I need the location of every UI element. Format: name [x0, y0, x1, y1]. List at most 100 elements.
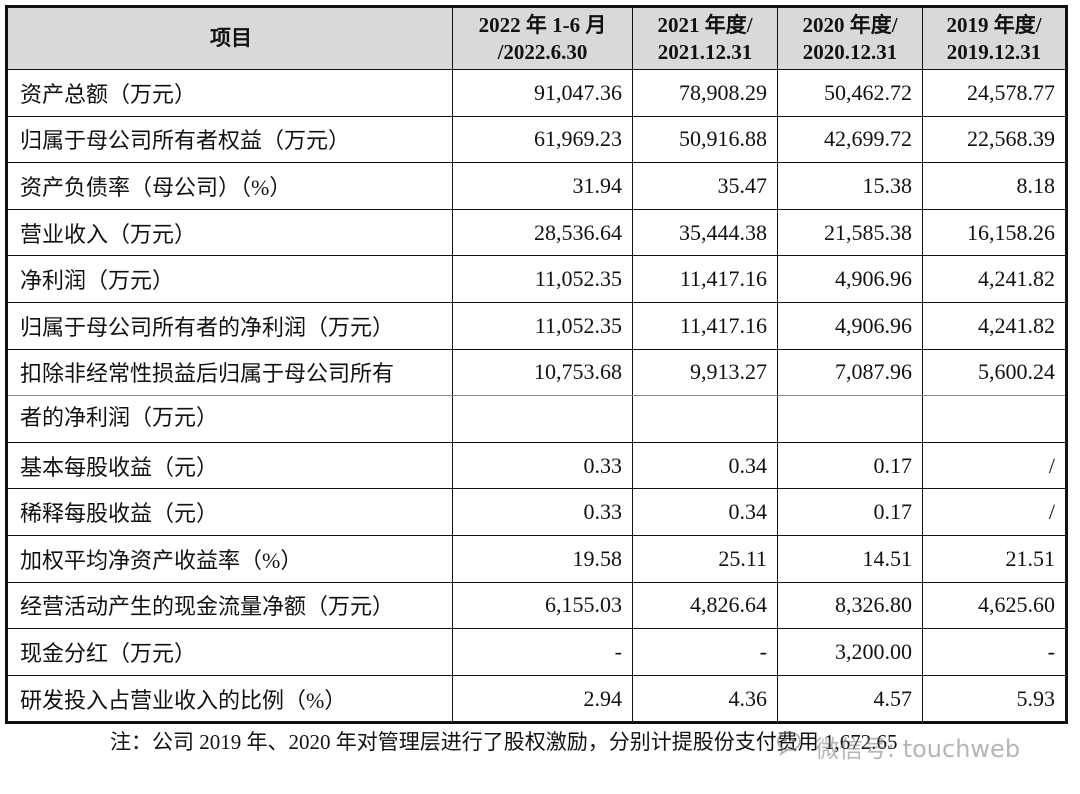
watermark-text: 微信号: touchweb	[815, 734, 1021, 763]
header-line2: 2020.12.31	[802, 39, 898, 64]
table-row: 净利润（万元） 11,052.35 11,417.16 4,906.96 4,2…	[8, 255, 1065, 302]
table-row: 归属于母公司所有者的净利润（万元） 11,052.35 11,417.16 4,…	[8, 301, 1065, 349]
cell-value: 3,200.00	[777, 629, 922, 675]
cell-value: 0.33	[452, 489, 632, 535]
table-row: 现金分红（万元） - - 3,200.00 -	[8, 628, 1065, 675]
row-label: 营业收入（万元）	[20, 221, 197, 247]
cell-value: /	[922, 489, 1065, 535]
row-label: 归属于母公司所有者权益（万元）	[20, 128, 351, 154]
cell-value: 0.34	[632, 442, 777, 489]
cell-value: 4.57	[777, 675, 922, 722]
header-line1: 2021 年度/	[657, 12, 753, 37]
empty-cell	[922, 396, 1065, 442]
cell-value: 42,699.72	[777, 116, 922, 163]
table-row: 研发投入占营业收入的比例（%） 2.94 4.36 4.57 5.93	[8, 674, 1065, 722]
cell-value: 19.58	[452, 535, 632, 582]
header-line1: 2019 年度/	[946, 12, 1042, 37]
cell-value: 11,052.35	[452, 302, 632, 349]
footnote: 注：公司 2019 年、2020 年对管理层进行了股权激励，分别计提股份支付费用…	[110, 730, 898, 754]
cell-value: 5,600.24	[922, 349, 1065, 396]
table-row: 稀释每股收益（元） 0.33 0.34 0.17 /	[8, 488, 1065, 535]
table-row: 加权平均净资产收益率（%） 19.58 25.11 14.51 21.51	[8, 534, 1065, 582]
wechat-icon	[775, 728, 809, 764]
cell-value: 21,585.38	[777, 209, 922, 256]
cell-value: 4,826.64	[632, 582, 777, 629]
table-row: 经营活动产生的现金流量净额（万元） 6,155.03 4,826.64 8,32…	[8, 581, 1065, 629]
row-label: 研发投入占营业收入的比例（%）	[20, 687, 347, 713]
cell-value: 91,047.36	[452, 70, 632, 116]
cell-value: 0.17	[777, 489, 922, 535]
cell-value: 8.18	[922, 163, 1065, 209]
cell-value: 78,908.29	[632, 70, 777, 116]
header-line1: 2020 年度/	[802, 12, 898, 37]
cell-value: -	[922, 629, 1065, 675]
cell-value: 50,916.88	[632, 116, 777, 163]
empty-cell	[632, 396, 777, 442]
header-col-2019: 2019 年度/2019.12.31	[922, 8, 1065, 69]
cell-value: 11,417.16	[632, 256, 777, 302]
row-label: 现金分红（万元）	[20, 640, 197, 666]
row-label-continuation: 者的净利润（万元）	[20, 405, 219, 431]
cell-value: 4,241.82	[922, 302, 1065, 349]
cell-value: 22,568.39	[922, 116, 1065, 163]
cell-value: 9,913.27	[632, 349, 777, 396]
financial-summary-table: 项目 2022 年 1-6 月/2022.6.30 2021 年度/2021.1…	[5, 5, 1068, 725]
cell-value-text: 78,908.29	[679, 79, 767, 105]
cell-value: 4,906.96	[777, 256, 922, 302]
cell-value: 4,241.82	[922, 256, 1065, 302]
row-label: 净利润（万元）	[20, 268, 175, 294]
table-row: 基本每股收益（元） 0.33 0.34 0.17 /	[8, 441, 1065, 489]
cell-value: 50,462.72	[777, 70, 922, 116]
row-label: 加权平均净资产收益率（%）	[20, 547, 303, 573]
watermark: 微信号: touchweb	[775, 728, 1020, 764]
header-item: 项目	[8, 8, 452, 69]
row-label: 经营活动产生的现金流量净额（万元）	[20, 594, 395, 620]
cell-value: 8,326.80	[777, 582, 922, 629]
cell-value: 0.33	[452, 442, 632, 489]
table-row-continuation: 者的净利润（万元）	[8, 395, 1065, 442]
cell-value: 5.93	[922, 675, 1065, 722]
table-row: 归属于母公司所有者权益（万元） 61,969.23 50,916.88 42,6…	[8, 115, 1065, 163]
cell-value: 4,906.96	[777, 302, 922, 349]
cell-value: 61,969.23	[452, 116, 632, 163]
table-row: 扣除非经常性损益后归属于母公司所有 10,753.68 9,913.27 7,0…	[8, 348, 1065, 396]
empty-cell	[777, 396, 922, 442]
cell-value: 11,417.16	[632, 302, 777, 349]
cell-value: 24,578.77	[922, 70, 1065, 116]
header-col-2022h1: 2022 年 1-6 月/2022.6.30	[452, 8, 632, 69]
cell-value: 35,444.38	[632, 209, 777, 256]
row-label: 归属于母公司所有者的净利润（万元）	[20, 314, 395, 340]
row-label: 扣除非经常性损益后归属于母公司所有	[20, 361, 395, 387]
cell-value: 35.47	[632, 163, 777, 209]
table-row: 资产总额（万元） 91,047.36 78,908.29 50,462.72 2…	[8, 69, 1065, 116]
header-line2: /2022.6.30	[497, 39, 588, 64]
cell-value: 11,052.35	[452, 256, 632, 302]
empty-cell	[452, 396, 632, 442]
cell-value: 2.94	[452, 675, 632, 722]
cell-value: /	[922, 442, 1065, 489]
row-label: 资产总额（万元）	[20, 81, 197, 107]
header-line2: 2019.12.31	[946, 39, 1042, 64]
cell-value: 4,625.60	[922, 582, 1065, 629]
cell-value: 25.11	[632, 535, 777, 582]
header-col-2021: 2021 年度/2021.12.31	[632, 8, 777, 69]
cell-value: -	[452, 629, 632, 675]
header-line2: 2021.12.31	[657, 39, 753, 64]
cell-value: 31.94	[452, 163, 632, 209]
row-label: 稀释每股收益（元）	[20, 501, 219, 527]
row-label: 基本每股收益（元）	[20, 454, 219, 480]
header-line1: 2022 年 1-6 月	[478, 12, 607, 37]
cell-value: 16,158.26	[922, 209, 1065, 256]
header-col-2020: 2020 年度/2020.12.31	[777, 8, 922, 69]
header-item-label: 项目	[210, 26, 252, 50]
cell-value: 21.51	[922, 535, 1065, 582]
cell-value: 28,536.64	[452, 209, 632, 256]
cell-value: 7,087.96	[777, 349, 922, 396]
cell-value: 4.36	[632, 675, 777, 722]
cell-value: 6,155.03	[452, 582, 632, 629]
table-row: 营业收入（万元） 28,536.64 35,444.38 21,585.38 1…	[8, 208, 1065, 256]
cell-value: 14.51	[777, 535, 922, 582]
cell-value: -	[632, 629, 777, 675]
table-header-row: 项目 2022 年 1-6 月/2022.6.30 2021 年度/2021.1…	[8, 8, 1065, 69]
table-row: 资产负债率（母公司）（%） 31.94 35.47 15.38 8.18	[8, 162, 1065, 209]
